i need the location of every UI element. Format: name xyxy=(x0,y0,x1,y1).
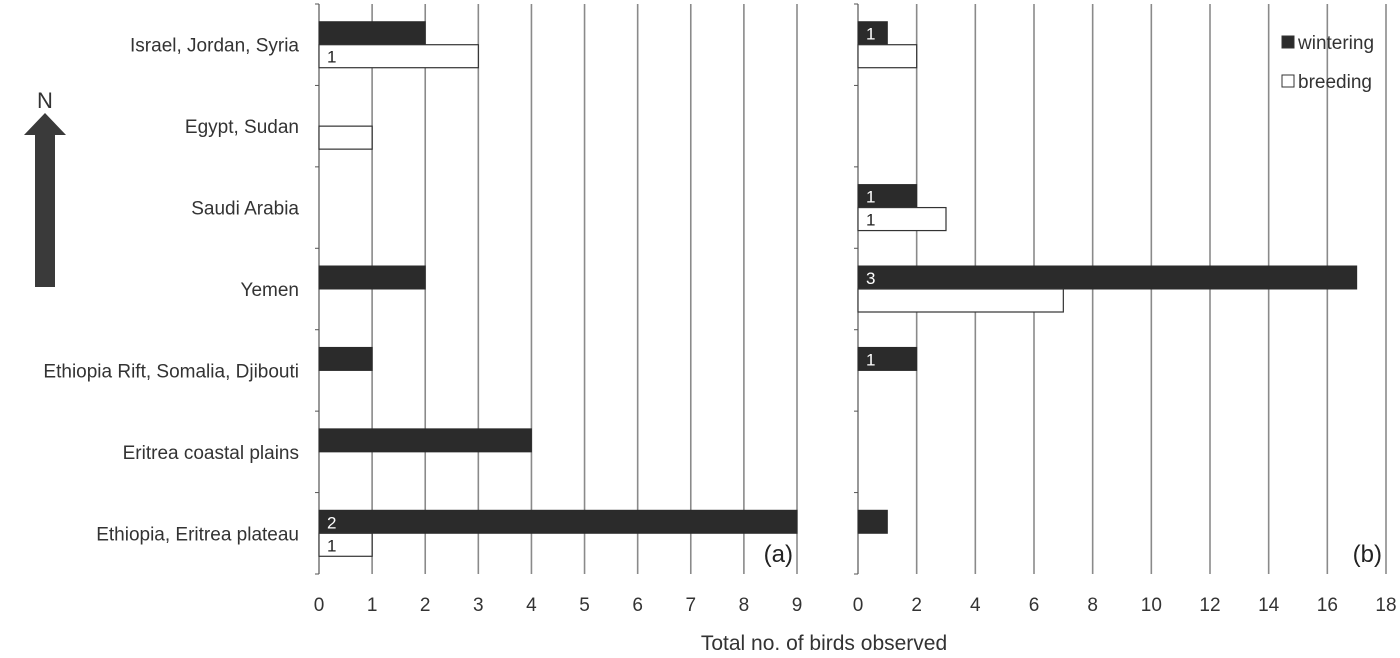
x-tick-label: 7 xyxy=(685,595,696,616)
bar-wintering xyxy=(318,346,373,371)
x-tick-label: 4 xyxy=(526,595,537,616)
x-tick-label: 8 xyxy=(739,595,750,616)
panel-a: 0 1 2 3 4 5 6 7 8 9 1 2 1 (a) xyxy=(314,3,803,616)
category-label: Israel, Jordan, Syria xyxy=(130,36,299,57)
x-tick-label: 2 xyxy=(911,595,922,616)
north-indicator: N xyxy=(24,88,66,287)
data-label-wintering: 1 xyxy=(866,188,875,207)
category-label: Egypt, Sudan xyxy=(185,117,299,138)
bar-wintering xyxy=(318,21,426,46)
category-label: Ethiopia Rift, Somalia, Djibouti xyxy=(43,361,299,382)
x-tick-label: 6 xyxy=(1029,595,1040,616)
data-label-wintering: 2 xyxy=(327,513,336,532)
category-label: Eritrea coastal plains xyxy=(123,443,299,464)
x-tick-label: 14 xyxy=(1258,595,1280,616)
x-tick-label: 2 xyxy=(420,595,431,616)
panel-label: (a) xyxy=(764,541,793,568)
x-tick-label: 18 xyxy=(1375,595,1396,616)
bar-breeding xyxy=(857,44,918,69)
legend-label: wintering xyxy=(1297,33,1374,54)
x-axis-title: Total no. of birds observed xyxy=(701,632,947,655)
legend-swatch-breeding xyxy=(1281,74,1295,88)
bar-wintering xyxy=(857,346,918,371)
x-tick-label: 10 xyxy=(1141,595,1162,616)
bar-breeding xyxy=(857,206,947,232)
category-label: Ethiopia, Eritrea plateau xyxy=(96,524,299,545)
x-tick-label: 3 xyxy=(473,595,484,616)
panel-label: (b) xyxy=(1353,541,1382,568)
legend-label: breeding xyxy=(1298,72,1372,93)
bar-wintering xyxy=(857,509,888,534)
data-label-wintering: 1 xyxy=(866,350,875,369)
bar-wintering xyxy=(318,509,798,534)
x-tick-label: 9 xyxy=(792,595,803,616)
category-labels: Israel, Jordan, Syria Egypt, Sudan Saudi A… xyxy=(43,36,299,546)
x-tick-label: 0 xyxy=(853,595,864,616)
bar-breeding xyxy=(318,532,373,557)
data-label-wintering: 3 xyxy=(866,269,875,288)
data-label-breeding: 1 xyxy=(866,211,875,230)
legend: wintering breeding xyxy=(1281,33,1374,93)
category-label: Yemen xyxy=(241,280,299,301)
x-tick-label: 6 xyxy=(632,595,643,616)
x-tick-label: 4 xyxy=(970,595,981,616)
category-label: Saudi Arabia xyxy=(191,199,299,220)
x-tick-label: 1 xyxy=(367,595,378,616)
x-tick-label: 16 xyxy=(1317,595,1338,616)
bar-breeding xyxy=(857,288,1064,313)
x-tick-label: 5 xyxy=(579,595,590,616)
north-label: N xyxy=(37,88,53,113)
bar-wintering xyxy=(318,265,426,290)
north-arrow-icon xyxy=(24,113,66,287)
x-tick-label: 12 xyxy=(1199,595,1220,616)
bar-breeding xyxy=(318,44,479,69)
data-label-breeding: 1 xyxy=(327,48,336,67)
x-tick-label: 8 xyxy=(1087,595,1098,616)
panel-b: 0 2 4 6 8 10 12 14 16 18 1 1 1 3 1 (b) wintering breeding xyxy=(853,3,1397,616)
data-label-wintering: 1 xyxy=(866,25,875,44)
data-label-breeding: 1 xyxy=(327,536,336,555)
x-tick-label: 0 xyxy=(314,595,325,616)
legend-swatch-wintering xyxy=(1281,35,1295,49)
bar-wintering xyxy=(318,428,532,453)
bar-wintering xyxy=(857,265,1358,290)
bar-breeding xyxy=(318,125,373,150)
